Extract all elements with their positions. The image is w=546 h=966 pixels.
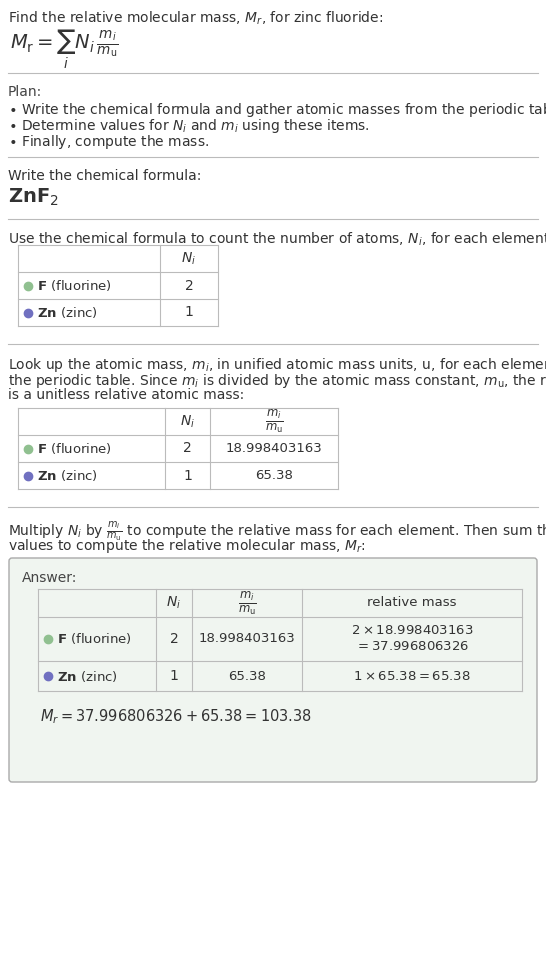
Text: $M_r = 37.996806326 + 65.38 = 103.38$: $M_r = 37.996806326 + 65.38 = 103.38$ <box>40 707 312 725</box>
Text: 1: 1 <box>185 305 193 320</box>
Text: Look up the atomic mass, $m_i$, in unified atomic mass units, u, for each elemen: Look up the atomic mass, $m_i$, in unifi… <box>8 356 546 374</box>
Text: $\bf{Zn}$ (zinc): $\bf{Zn}$ (zinc) <box>37 305 98 320</box>
Text: $N_i$: $N_i$ <box>180 413 195 430</box>
Text: $\bf{F}$ (fluorine): $\bf{F}$ (fluorine) <box>37 441 112 456</box>
Text: relative mass: relative mass <box>367 596 457 610</box>
Text: $\bf{Zn}$ (zinc): $\bf{Zn}$ (zinc) <box>57 668 118 684</box>
Text: $\frac{m_i}{m_{\rm u}}$: $\frac{m_i}{m_{\rm u}}$ <box>265 408 283 436</box>
Text: Find the relative molecular mass, $M_r$, for zinc fluoride:: Find the relative molecular mass, $M_r$,… <box>8 10 383 27</box>
Text: $M_{\rm r} = \sum_{i} N_i\,\frac{m_i}{m_{\rm u}}$: $M_{\rm r} = \sum_{i} N_i\,\frac{m_i}{m_… <box>10 28 118 71</box>
Text: 2: 2 <box>170 632 179 646</box>
Text: $\bullet$ Write the chemical formula and gather atomic masses from the periodic : $\bullet$ Write the chemical formula and… <box>8 101 546 119</box>
Text: $\bf{Zn}$ (zinc): $\bf{Zn}$ (zinc) <box>37 468 98 483</box>
Text: 1: 1 <box>170 669 179 683</box>
Text: Use the chemical formula to count the number of atoms, $N_i$, for each element:: Use the chemical formula to count the nu… <box>8 231 546 248</box>
Text: 18.998403163: 18.998403163 <box>225 442 322 455</box>
Text: 65.38: 65.38 <box>228 669 266 683</box>
Text: Plan:: Plan: <box>8 85 42 99</box>
Text: $\bf{F}$ (fluorine): $\bf{F}$ (fluorine) <box>37 278 112 293</box>
Text: 65.38: 65.38 <box>255 469 293 482</box>
Text: $\bf{F}$ (fluorine): $\bf{F}$ (fluorine) <box>57 632 132 646</box>
Text: 2: 2 <box>183 441 192 456</box>
Text: Multiply $N_i$ by $\frac{m_i}{m_{\rm u}}$ to compute the relative mass for each : Multiply $N_i$ by $\frac{m_i}{m_{\rm u}}… <box>8 519 546 543</box>
Text: $\bullet$ Determine values for $N_i$ and $m_i$ using these items.: $\bullet$ Determine values for $N_i$ and… <box>8 117 370 135</box>
Text: $N_i$: $N_i$ <box>167 595 181 611</box>
Text: $N_i$: $N_i$ <box>181 250 197 267</box>
Text: 2: 2 <box>185 278 193 293</box>
Text: $= 37.996806326$: $= 37.996806326$ <box>355 640 469 653</box>
Text: ZnF$_2$: ZnF$_2$ <box>8 187 59 209</box>
Text: values to compute the relative molecular mass, $M_r$:: values to compute the relative molecular… <box>8 537 366 555</box>
Text: Write the chemical formula:: Write the chemical formula: <box>8 169 201 183</box>
Text: is a unitless relative atomic mass:: is a unitless relative atomic mass: <box>8 388 244 402</box>
Text: $1 \times 65.38 = 65.38$: $1 \times 65.38 = 65.38$ <box>353 669 471 683</box>
Text: $2 \times 18.998403163$: $2 \times 18.998403163$ <box>351 624 473 637</box>
FancyBboxPatch shape <box>9 558 537 782</box>
Text: Answer:: Answer: <box>22 571 78 585</box>
Text: 18.998403163: 18.998403163 <box>199 633 295 645</box>
Text: $\frac{m_i}{m_{\rm u}}$: $\frac{m_i}{m_{\rm u}}$ <box>238 589 257 616</box>
Text: the periodic table. Since $m_i$ is divided by the atomic mass constant, $m_{\rm : the periodic table. Since $m_i$ is divid… <box>8 372 546 390</box>
Text: 1: 1 <box>183 469 192 482</box>
Text: $\bullet$ Finally, compute the mass.: $\bullet$ Finally, compute the mass. <box>8 133 209 151</box>
